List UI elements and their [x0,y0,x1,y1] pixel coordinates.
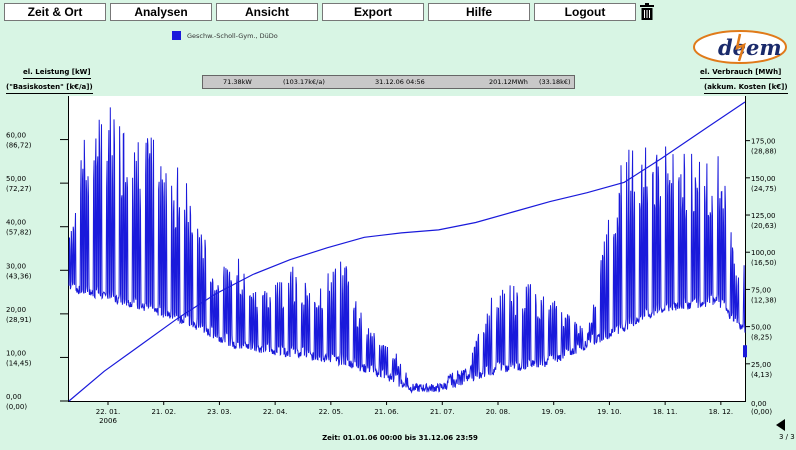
x-tick-label: 22. 04. [263,408,288,416]
trash-icon[interactable] [640,3,654,20]
cursor-marker [743,345,747,358]
menu-export[interactable]: Export [322,3,424,21]
left-y-tick-label: 40,00 [6,219,26,227]
right-y-tick-sublabel: (16,50) [751,259,777,267]
page-indicator: 3 / 3 [779,433,795,441]
legend-swatch [172,31,181,40]
menu-bar: Zeit & Ort Analysen Ansicht Export Hilfe… [0,0,796,24]
right-y-tick-label: 50,00 [751,324,771,332]
right-axis-title: el. Verbrauch [MWh] [700,68,782,79]
right-y-tick-label: 25,00 [751,361,771,369]
left-y-tick-label: 50,00 [6,175,26,183]
right-y-tick-sublabel: (0,00) [751,408,772,416]
left-y-tick-sublabel: (14,45) [6,359,32,367]
right-axis-subtitle: (akkum. Kosten [k€]) [704,83,788,94]
x-tick-label: 21. 02. [151,408,176,416]
previous-page-arrow-icon[interactable] [776,419,786,431]
x-tick-label: 21. 07. [430,408,455,416]
left-y-tick-label: 10,00 [6,349,26,357]
menu-hilfe[interactable]: Hilfe [428,3,530,21]
deem-logo: de em [693,30,787,64]
right-y-tick-sublabel: (4,13) [751,371,772,379]
right-y-tick-sublabel: (12,38) [751,296,777,304]
left-y-tick-sublabel: (43,36) [6,272,32,280]
menu-logout[interactable]: Logout [534,3,636,21]
readout-power-cost: (103.17k€/a) [283,78,325,86]
left-y-tick-label: 60,00 [6,132,26,140]
right-y-tick-label: 100,00 [751,249,776,257]
readout-power: 71.38kW [223,78,252,86]
time-range-label: Zeit: 01.01.06 00:00 bis 31.12.06 23:59 [322,434,478,442]
x-tick-label: 22. 05. [319,408,344,416]
left-y-tick-sublabel: (72,27) [6,185,32,193]
menu-ansicht[interactable]: Ansicht [216,3,318,21]
x-tick-label: 18. 11. [653,408,678,416]
x-tick-label: 19. 09. [541,408,566,416]
power-series-line [68,107,746,394]
legend-label: Geschw.-Scholl-Gym., DüDo [187,31,278,40]
right-y-tick-sublabel: (20,63) [751,222,777,230]
menu-zeit-ort[interactable]: Zeit & Ort [4,3,106,21]
x-tick-label: 21. 06. [374,408,399,416]
left-axis-subtitle: ("Basiskosten" [k€/a]) [6,83,93,94]
right-y-tick-sublabel: (8,25) [751,334,772,342]
left-y-tick-label: 30,00 [6,262,26,270]
right-y-tick-label: 75,00 [751,286,771,294]
left-axis-title: el. Leistung [kW] [23,68,91,79]
x-tick-label: 18. 12. [709,408,734,416]
right-y-tick-sublabel: (28,88) [751,148,777,156]
logo-text-right: em [746,35,782,60]
right-y-tick-sublabel: (24,75) [751,185,777,193]
readout-energy: 201.12MWh [489,78,528,86]
left-y-tick-sublabel: (0,00) [6,403,27,411]
cursor-readout: 71.38kW (103.17k€/a) 31.12.06 04:56 201.… [202,75,575,89]
energy-series-line [68,101,746,402]
x-tick-label: 20. 08. [486,408,511,416]
menu-analysen[interactable]: Analysen [110,3,212,21]
left-y-tick-label: 20,00 [6,306,26,314]
left-y-tick-sublabel: (28,91) [6,316,32,324]
right-y-tick-label: 0,00 [751,400,767,408]
x-tick-label: 19. 10. [597,408,622,416]
readout-datetime: 31.12.06 04:56 [375,78,425,86]
legend: Geschw.-Scholl-Gym., DüDo [172,31,278,40]
x-year-label: 2006 [99,417,117,425]
x-tick-label: 22. 01. [96,408,121,416]
readout-energy-cost: (33.18k€) [539,78,571,86]
x-tick-label: 23. 03. [207,408,232,416]
right-y-tick-label: 125,00 [751,212,776,220]
left-y-tick-sublabel: (86,72) [6,142,32,150]
left-y-tick-label: 0,00 [6,393,22,401]
right-y-tick-label: 150,00 [751,175,776,183]
right-y-tick-label: 175,00 [751,138,776,146]
left-y-tick-sublabel: (57,82) [6,229,32,237]
